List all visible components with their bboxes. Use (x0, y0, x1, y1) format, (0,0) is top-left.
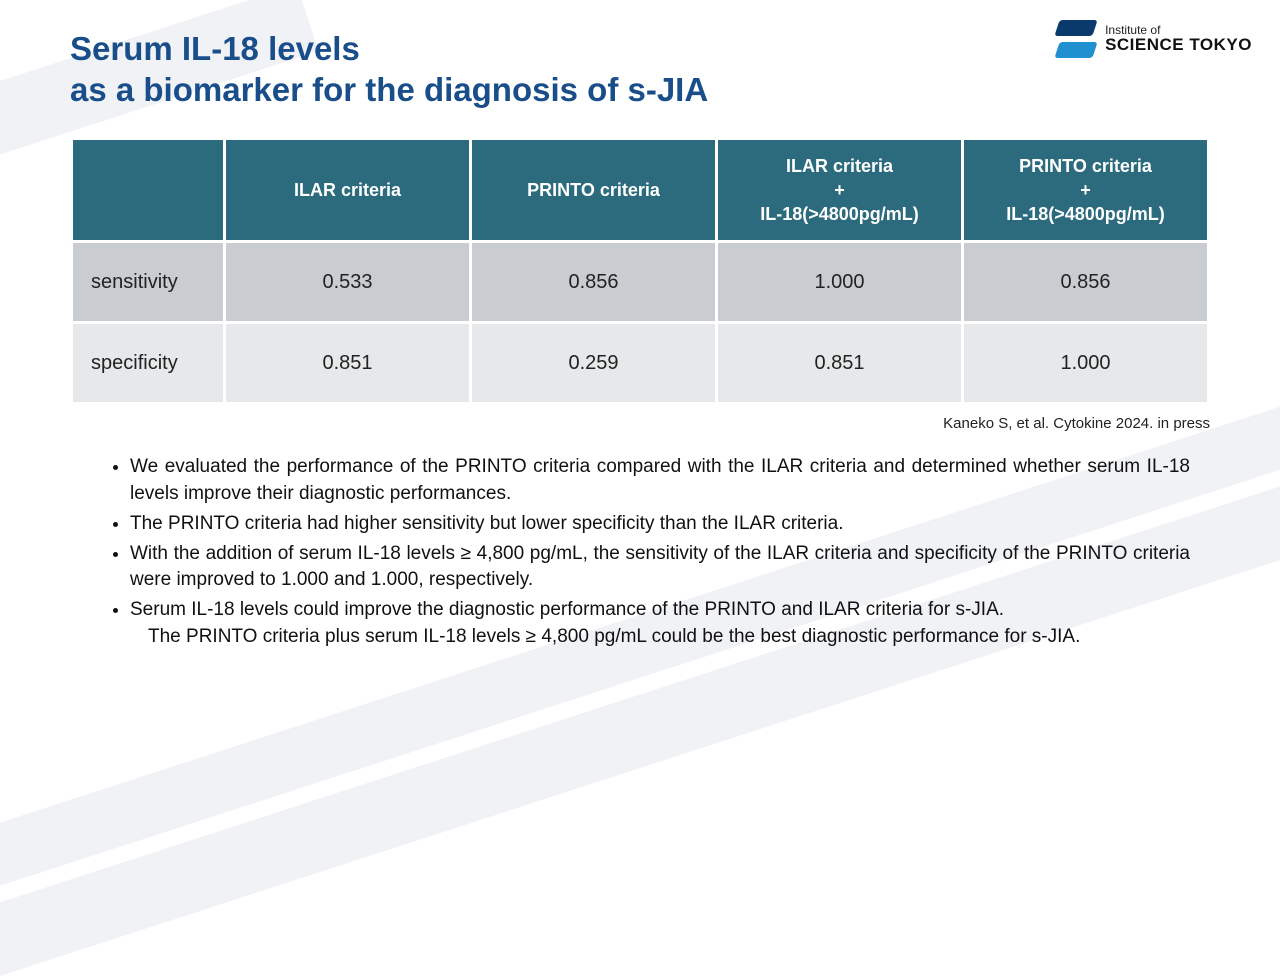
table-header-ilar-il18: ILAR criteria+IL-18(>4800pg/mL) (718, 140, 961, 241)
cell: 0.851 (226, 324, 469, 402)
bullet-4-main: Serum IL-18 levels could improve the dia… (130, 599, 1004, 620)
logo-mark-icon (1057, 18, 1095, 60)
slide-title: Serum IL-18 levels as a biomarker for th… (70, 28, 1220, 111)
table-row: specificity 0.851 0.259 0.851 1.000 (73, 324, 1207, 402)
list-item: The PRINTO criteria had higher sensitivi… (130, 511, 1190, 537)
bullet-4-sub: The PRINTO criteria plus serum IL-18 lev… (148, 624, 1190, 650)
list-item: Serum IL-18 levels could improve the dia… (130, 597, 1190, 649)
cell: 0.856 (472, 243, 715, 321)
cell: 0.259 (472, 324, 715, 402)
list-item: With the addition of serum IL-18 levels … (130, 541, 1190, 593)
table-row: sensitivity 0.533 0.856 1.000 0.856 (73, 243, 1207, 321)
cell: 0.851 (718, 324, 961, 402)
citation-text: Kaneko S, et al. Cytokine 2024. in press (70, 415, 1210, 432)
logo-text-big: SCIENCE TOKYO (1105, 36, 1252, 54)
institute-logo: Institute of SCIENCE TOKYO (1057, 18, 1252, 60)
cell: 0.533 (226, 243, 469, 321)
row-label-sensitivity: sensitivity (73, 243, 223, 321)
cell: 1.000 (964, 324, 1207, 402)
table-header-printo: PRINTO criteria (472, 140, 715, 241)
title-line-1: Serum IL-18 levels (70, 30, 360, 67)
results-table: ILAR criteria PRINTO criteria ILAR crite… (70, 137, 1210, 406)
title-line-2: as a biomarker for the diagnosis of s-JI… (70, 71, 708, 108)
table-header-printo-il18: PRINTO criteria+IL-18(>4800pg/mL) (964, 140, 1207, 241)
cell: 1.000 (718, 243, 961, 321)
cell: 0.856 (964, 243, 1207, 321)
row-label-specificity: specificity (73, 324, 223, 402)
table-header-blank (73, 140, 223, 241)
table-header-ilar: ILAR criteria (226, 140, 469, 241)
list-item: We evaluated the performance of the PRIN… (130, 454, 1190, 506)
table-header-row: ILAR criteria PRINTO criteria ILAR crite… (73, 140, 1207, 241)
bullet-list: We evaluated the performance of the PRIN… (130, 454, 1190, 650)
